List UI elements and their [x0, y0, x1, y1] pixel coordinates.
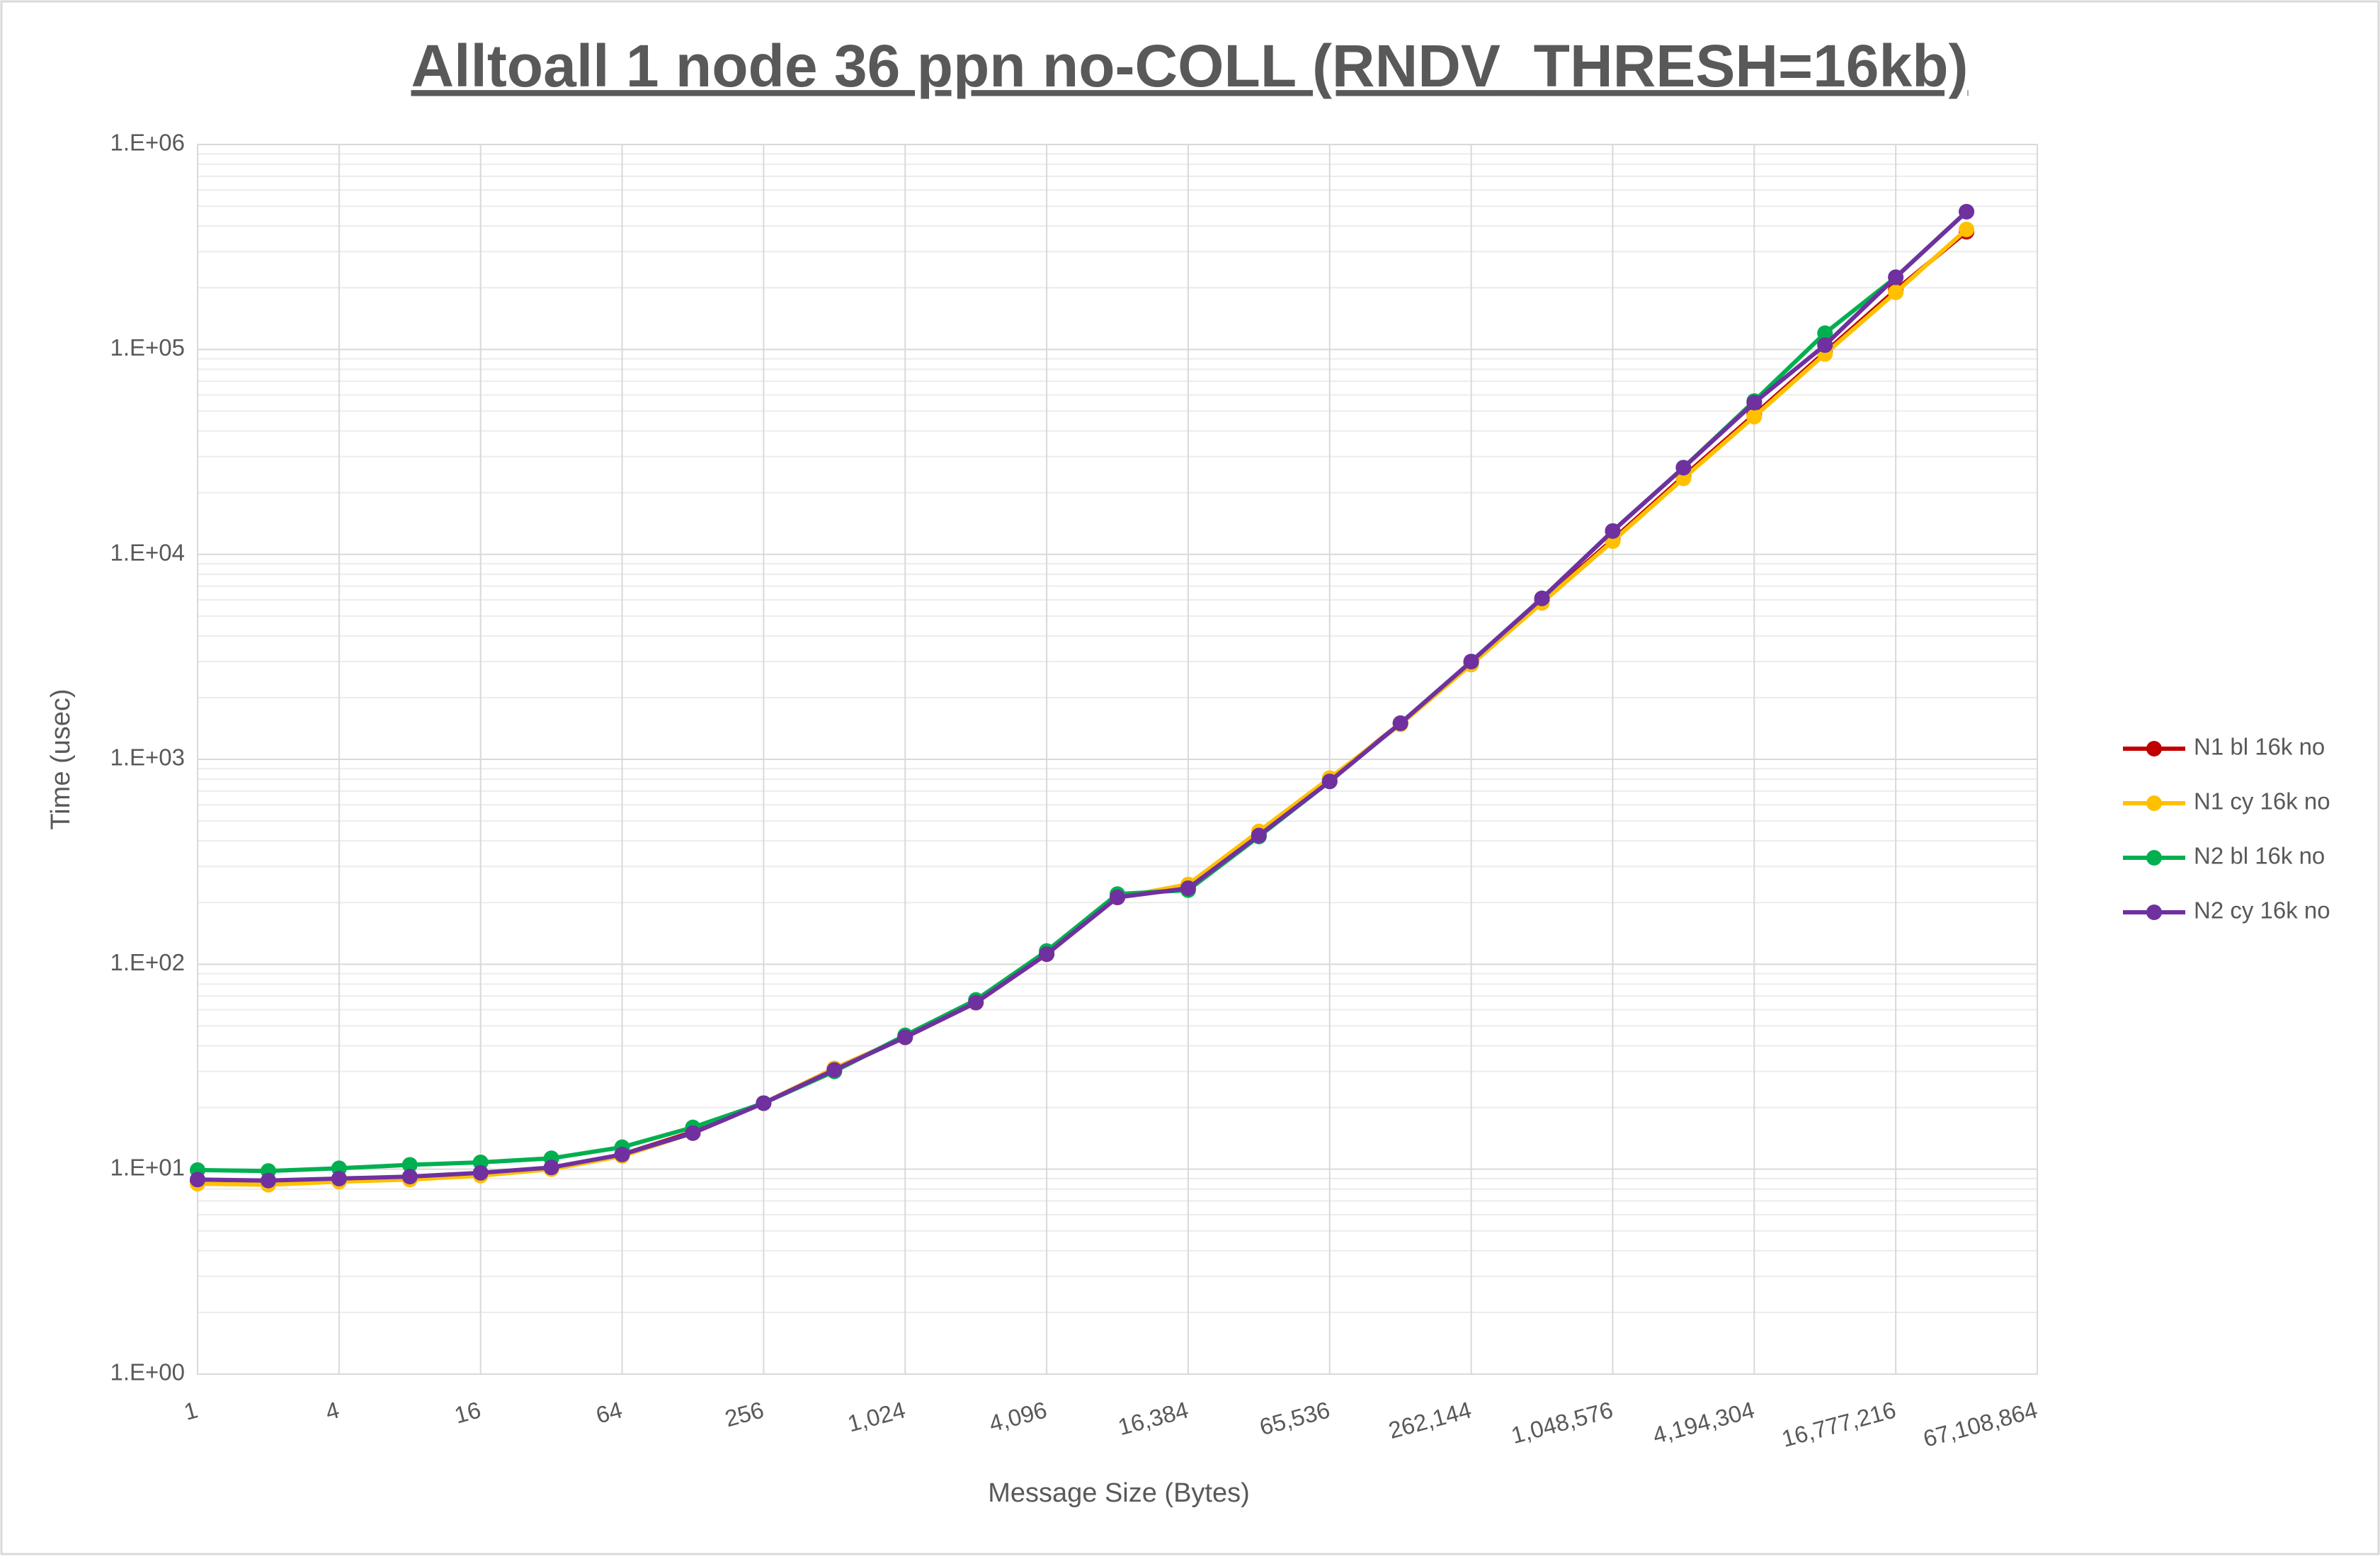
data-point: [1817, 337, 1833, 353]
data-point: [1675, 460, 1692, 476]
legend-swatch-marker: [2146, 795, 2162, 811]
legend-label: N1 cy 16k no: [2194, 788, 2330, 815]
plot-area: [197, 144, 2038, 1375]
data-point: [1959, 203, 1975, 220]
legend-swatch-marker: [2146, 905, 2162, 920]
data-point: [190, 1172, 205, 1188]
data-point: [402, 1169, 418, 1185]
legend-item: N2 cy 16k no: [2123, 897, 2330, 924]
data-point: [1110, 889, 1125, 905]
data-point: [826, 1062, 843, 1078]
data-point: [543, 1160, 559, 1176]
data-point: [756, 1095, 772, 1111]
y-axis-title: Time (usec): [46, 688, 76, 829]
y-tick-label: 1.E+06: [110, 130, 185, 156]
x-axis-title: Message Size (Bytes): [988, 1478, 1250, 1508]
data-point: [1605, 523, 1621, 539]
data-point: [685, 1125, 701, 1141]
y-tick-label: 1.E+02: [110, 949, 185, 975]
data-point: [1180, 880, 1196, 896]
legend-label: N2 cy 16k no: [2194, 897, 2330, 924]
y-tick-label: 1.E+03: [110, 744, 185, 771]
chart-title: Alltoall 1 node 36 ppn no-COLL (RNDV_THR…: [411, 33, 1968, 99]
data-point: [260, 1172, 276, 1189]
data-point: [1039, 946, 1055, 963]
data-point: [1675, 470, 1692, 487]
data-point: [1746, 409, 1763, 425]
data-point: [968, 994, 984, 1011]
legend-swatch-marker: [2146, 850, 2162, 866]
y-tick-label: 1.E+04: [110, 539, 185, 565]
series-line: [197, 210, 1969, 1183]
data-point: [1251, 827, 1267, 844]
y-tick-label: 1.E+01: [110, 1154, 185, 1180]
data-point: [472, 1164, 489, 1181]
data-point: [1321, 773, 1338, 790]
data-point: [897, 1029, 913, 1045]
legend-swatch-marker: [2146, 741, 2162, 756]
legend-item: N1 bl 16k no: [2123, 734, 2325, 760]
data-point: [1746, 395, 1763, 411]
data-point: [1888, 269, 1904, 285]
y-tick-label: 1.E+05: [110, 334, 185, 361]
y-tick-label: 1.E+00: [110, 1359, 185, 1385]
legend-label: N1 bl 16k no: [2194, 734, 2325, 760]
legend-item: N1 cy 16k no: [2123, 788, 2330, 815]
data-point: [1817, 325, 1833, 341]
data-point: [331, 1170, 347, 1186]
legend-label: N2 bl 16k no: [2194, 843, 2325, 869]
data-point: [1959, 221, 1975, 237]
data-point: [402, 1157, 418, 1173]
data-point: [1463, 653, 1479, 669]
data-point: [614, 1146, 630, 1162]
data-point: [1534, 590, 1550, 606]
data-point: [1888, 284, 1904, 300]
data-point: [1392, 715, 1408, 732]
legend-item: N2 bl 16k no: [2123, 843, 2325, 869]
